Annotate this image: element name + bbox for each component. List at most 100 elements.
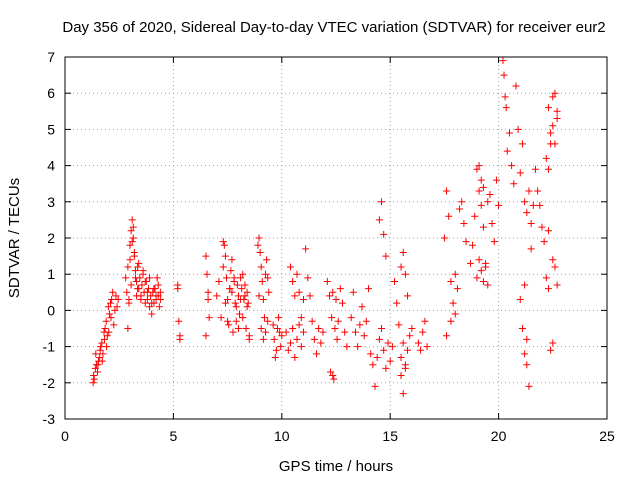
data-point (237, 274, 245, 282)
data-point (404, 346, 412, 354)
data-point (263, 256, 271, 264)
y-tick-label: -3 (43, 411, 56, 427)
data-point (127, 281, 135, 289)
data-point (423, 343, 431, 351)
data-point (107, 299, 115, 307)
data-point (473, 274, 481, 282)
data-point (131, 274, 139, 282)
data-point (242, 325, 250, 332)
data-point (232, 303, 240, 311)
data-point (229, 328, 237, 336)
data-point (499, 57, 507, 65)
data-point (325, 292, 333, 300)
data-point (510, 180, 518, 188)
data-point (523, 361, 531, 369)
data-point (143, 288, 151, 296)
data-point (262, 270, 270, 278)
data-point (156, 296, 164, 304)
data-point (244, 299, 252, 307)
data-point (131, 267, 139, 275)
data-point (553, 115, 561, 123)
data-point (367, 350, 375, 358)
data-point (336, 285, 344, 293)
data-point (143, 296, 151, 304)
data-point (401, 270, 409, 278)
data-point (380, 346, 388, 354)
data-point (475, 187, 483, 195)
data-point (237, 296, 245, 304)
data-point (92, 350, 100, 358)
data-point (312, 350, 320, 358)
data-point (94, 368, 102, 376)
data-point (133, 277, 141, 285)
x-tick-label: 20 (491, 428, 507, 444)
data-point (94, 361, 102, 369)
data-point (399, 339, 407, 347)
data-point (421, 317, 429, 325)
data-point (319, 328, 327, 336)
data-point (502, 104, 510, 112)
data-point (241, 292, 249, 300)
data-point (386, 357, 394, 365)
data-point (129, 223, 137, 231)
data-point (382, 364, 390, 372)
data-point (107, 314, 115, 322)
data-point (98, 357, 106, 365)
data-point (228, 256, 236, 264)
y-tick-label: 4 (47, 158, 55, 174)
data-point (516, 296, 524, 304)
data-point (124, 263, 132, 271)
data-point (525, 382, 533, 390)
x-tick-label: 10 (274, 428, 290, 444)
data-point (256, 248, 264, 256)
data-point (551, 140, 559, 148)
data-point (175, 317, 183, 325)
data-point (204, 288, 212, 296)
data-point (462, 238, 470, 246)
data-point (264, 317, 272, 325)
data-point (477, 201, 485, 209)
data-point (518, 325, 526, 332)
data-point (331, 325, 339, 332)
data-point (124, 325, 132, 332)
data-point (486, 191, 494, 199)
data-point (310, 335, 318, 343)
data-point (299, 328, 307, 336)
data-point (155, 303, 163, 311)
data-point (243, 288, 251, 296)
data-point (271, 353, 279, 361)
data-point (329, 372, 337, 380)
data-point (139, 267, 147, 275)
data-point (449, 299, 457, 307)
data-point (479, 183, 487, 191)
data-point (384, 339, 392, 347)
data-point (341, 328, 349, 336)
data-point (272, 346, 280, 354)
data-point (547, 346, 555, 354)
data-point (293, 270, 301, 278)
data-point (224, 317, 232, 325)
data-point (291, 353, 299, 361)
data-point (138, 281, 146, 289)
plot-border (64, 56, 608, 420)
data-point (477, 176, 485, 184)
data-point (375, 335, 383, 343)
data-point (518, 140, 526, 148)
data-point (378, 325, 386, 332)
data-point (260, 314, 268, 322)
data-point (395, 321, 403, 329)
data-point (297, 343, 305, 351)
data-point (380, 230, 388, 238)
data-point (255, 234, 263, 242)
data-point (128, 238, 136, 246)
data-point (227, 267, 235, 275)
x-tick-label: 25 (599, 428, 615, 444)
data-point (393, 299, 401, 307)
data-point (375, 216, 383, 224)
data-point (495, 201, 503, 209)
data-point (219, 263, 227, 271)
data-point (302, 245, 310, 253)
data-point (479, 277, 487, 285)
data-point (443, 187, 451, 195)
data-point (259, 335, 267, 343)
